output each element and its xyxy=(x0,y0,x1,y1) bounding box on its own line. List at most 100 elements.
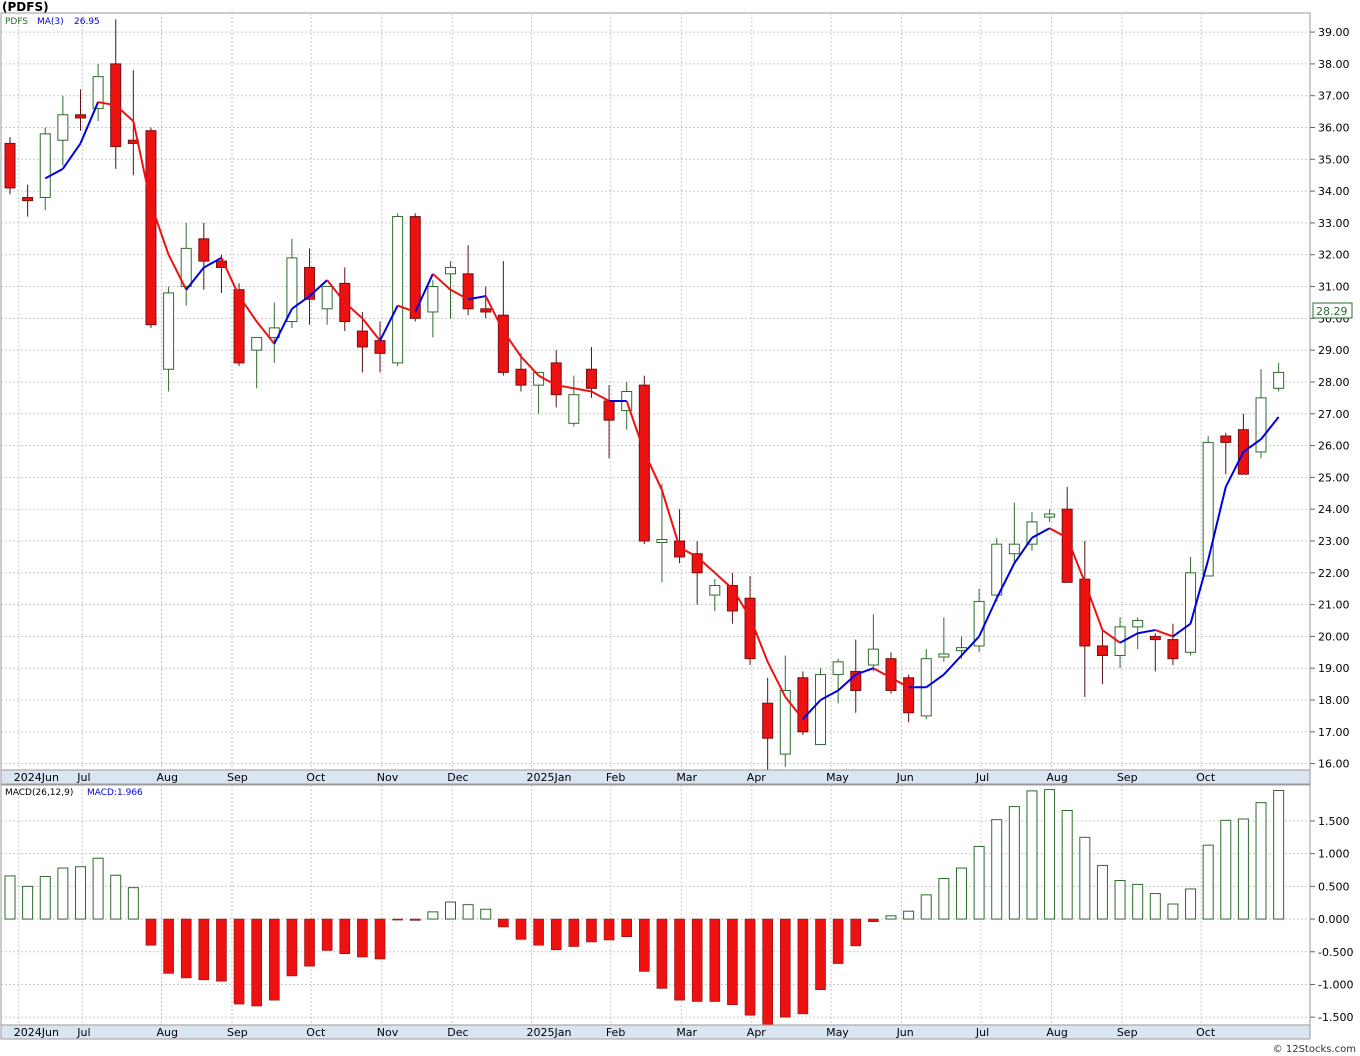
candle-body xyxy=(691,553,703,574)
ma-segment xyxy=(960,635,980,657)
candle-body xyxy=(1044,513,1056,518)
ma-segment xyxy=(255,320,276,345)
macd-bar-positive xyxy=(1026,790,1038,920)
candle-up xyxy=(1008,502,1020,564)
macd-bar-negative xyxy=(603,918,615,941)
macd-x-tick-label: Mar xyxy=(676,1026,697,1039)
candle-body xyxy=(39,133,51,198)
macd-bar-negative xyxy=(639,918,650,972)
ma-segment xyxy=(1224,451,1245,488)
macd-x-axis: 2024Jun Jul Aug Sep Oct Nov Dec 2025Jan Feb Mar Ap… xyxy=(14,1026,1216,1039)
macd-bar-negative xyxy=(304,918,315,967)
candle-up xyxy=(163,286,175,392)
candle-body xyxy=(286,257,298,323)
macd-bar-positive xyxy=(973,845,985,920)
macd-bar-negative xyxy=(586,918,597,943)
ma-segment xyxy=(238,295,258,323)
candle-body xyxy=(1096,645,1108,656)
macd-bar-positive xyxy=(39,876,51,920)
macd-x-tick-label: Sep xyxy=(1117,1026,1138,1039)
candle-body xyxy=(251,336,263,351)
ma-segment xyxy=(432,273,452,291)
chart-title: (PDFS) xyxy=(2,0,49,14)
price-x-tick-label: Mar xyxy=(676,771,697,784)
macd-legend-value: MACD:1.966 xyxy=(87,788,143,798)
macd-bar-positive xyxy=(1079,836,1091,920)
ma-segment xyxy=(1101,629,1121,644)
macd-bar-positive xyxy=(1220,819,1232,920)
macd-legend-label: MACD(26,12,9) xyxy=(5,788,73,798)
macd-bar-positive xyxy=(991,819,1003,920)
ma-segment xyxy=(731,588,751,618)
ma-segment xyxy=(62,142,82,170)
candle-body xyxy=(1185,572,1197,653)
price-x-tick-label: Sep xyxy=(1117,771,1138,784)
macd-tick-label: -0.500 xyxy=(1318,946,1353,959)
macd-bar-negative xyxy=(550,918,562,951)
macd-bar-negative xyxy=(779,918,791,1018)
macd-bar-negative xyxy=(163,918,174,974)
price-x-tick-label: Jul xyxy=(975,771,989,784)
price-tick-label: 28.00 xyxy=(1318,376,1350,389)
ma-segment xyxy=(115,104,135,122)
candle-body xyxy=(797,677,809,733)
candle-down xyxy=(497,261,509,376)
macd-bar-negative xyxy=(216,918,227,982)
ma-segment xyxy=(167,254,188,291)
macd-x-tick-label: Aug xyxy=(157,1026,178,1039)
candle-up xyxy=(286,238,298,328)
macd-x-axis-strip xyxy=(0,1024,1311,1040)
candle-down xyxy=(1149,633,1161,672)
price-panel xyxy=(0,12,1311,771)
macd-bar-positive xyxy=(1061,810,1073,920)
credit-text: © 12Stocks.com xyxy=(1273,1044,1356,1055)
price-tick-label: 37.00 xyxy=(1318,90,1350,103)
candle-up xyxy=(779,655,791,767)
candle-body xyxy=(762,702,774,739)
candle-down xyxy=(762,677,774,770)
macd-x-tick-label: Oct xyxy=(306,1026,326,1039)
macd-bar-positive xyxy=(1008,806,1020,920)
candle-body xyxy=(938,653,950,658)
price-x-tick-label: Jun xyxy=(896,771,914,784)
macd-x-tick-label: May xyxy=(826,1026,849,1039)
candle-body xyxy=(22,196,34,202)
macd-bar-negative xyxy=(674,918,685,1001)
price-y-axis: 16.00 17.00 18.00 19.00 20.00 21.00 22.00 23.00… xyxy=(1310,26,1350,771)
macd-x-tick-label: Dec xyxy=(447,1026,468,1039)
ma-segment xyxy=(590,390,610,402)
candle-down xyxy=(1220,432,1232,475)
macd-bar-positive xyxy=(110,874,122,920)
candle-body xyxy=(1255,397,1267,453)
price-x-tick-label: Aug xyxy=(157,771,178,784)
ma-segment xyxy=(766,661,787,698)
ma-segment xyxy=(714,572,734,590)
price-tick-label: 33.00 xyxy=(1318,217,1350,230)
candle-down xyxy=(4,137,16,195)
macd-bar-negative xyxy=(339,918,351,955)
ma-segment xyxy=(643,451,663,491)
price-tick-label: 38.00 xyxy=(1318,58,1350,71)
ma-segment xyxy=(1049,527,1068,539)
macd-x-tick-label: 2025Jan xyxy=(527,1026,572,1039)
candle-body xyxy=(409,216,421,319)
macd-bar-positive xyxy=(22,885,34,920)
candle-up xyxy=(656,483,668,583)
ma-segment xyxy=(379,305,399,342)
macd-bar-positive xyxy=(1273,789,1285,920)
price-tick-label: 24.00 xyxy=(1318,503,1350,516)
ma-segment xyxy=(538,374,557,387)
candle-body xyxy=(815,674,827,746)
macd-bar-positive xyxy=(92,857,104,920)
candle-up xyxy=(815,668,827,746)
candle-body xyxy=(1149,635,1161,641)
macd-bar-positive xyxy=(480,908,492,920)
macd-bar-positive xyxy=(1114,879,1126,920)
candle-body xyxy=(1132,620,1144,628)
candle-down xyxy=(215,254,227,293)
macd-bar-negative xyxy=(145,918,157,946)
legend-ma-value: 26.95 xyxy=(74,17,100,27)
macd-bar-negative xyxy=(621,918,633,938)
macd-bar-positive xyxy=(1255,802,1267,920)
macd-bar-positive xyxy=(427,911,439,920)
